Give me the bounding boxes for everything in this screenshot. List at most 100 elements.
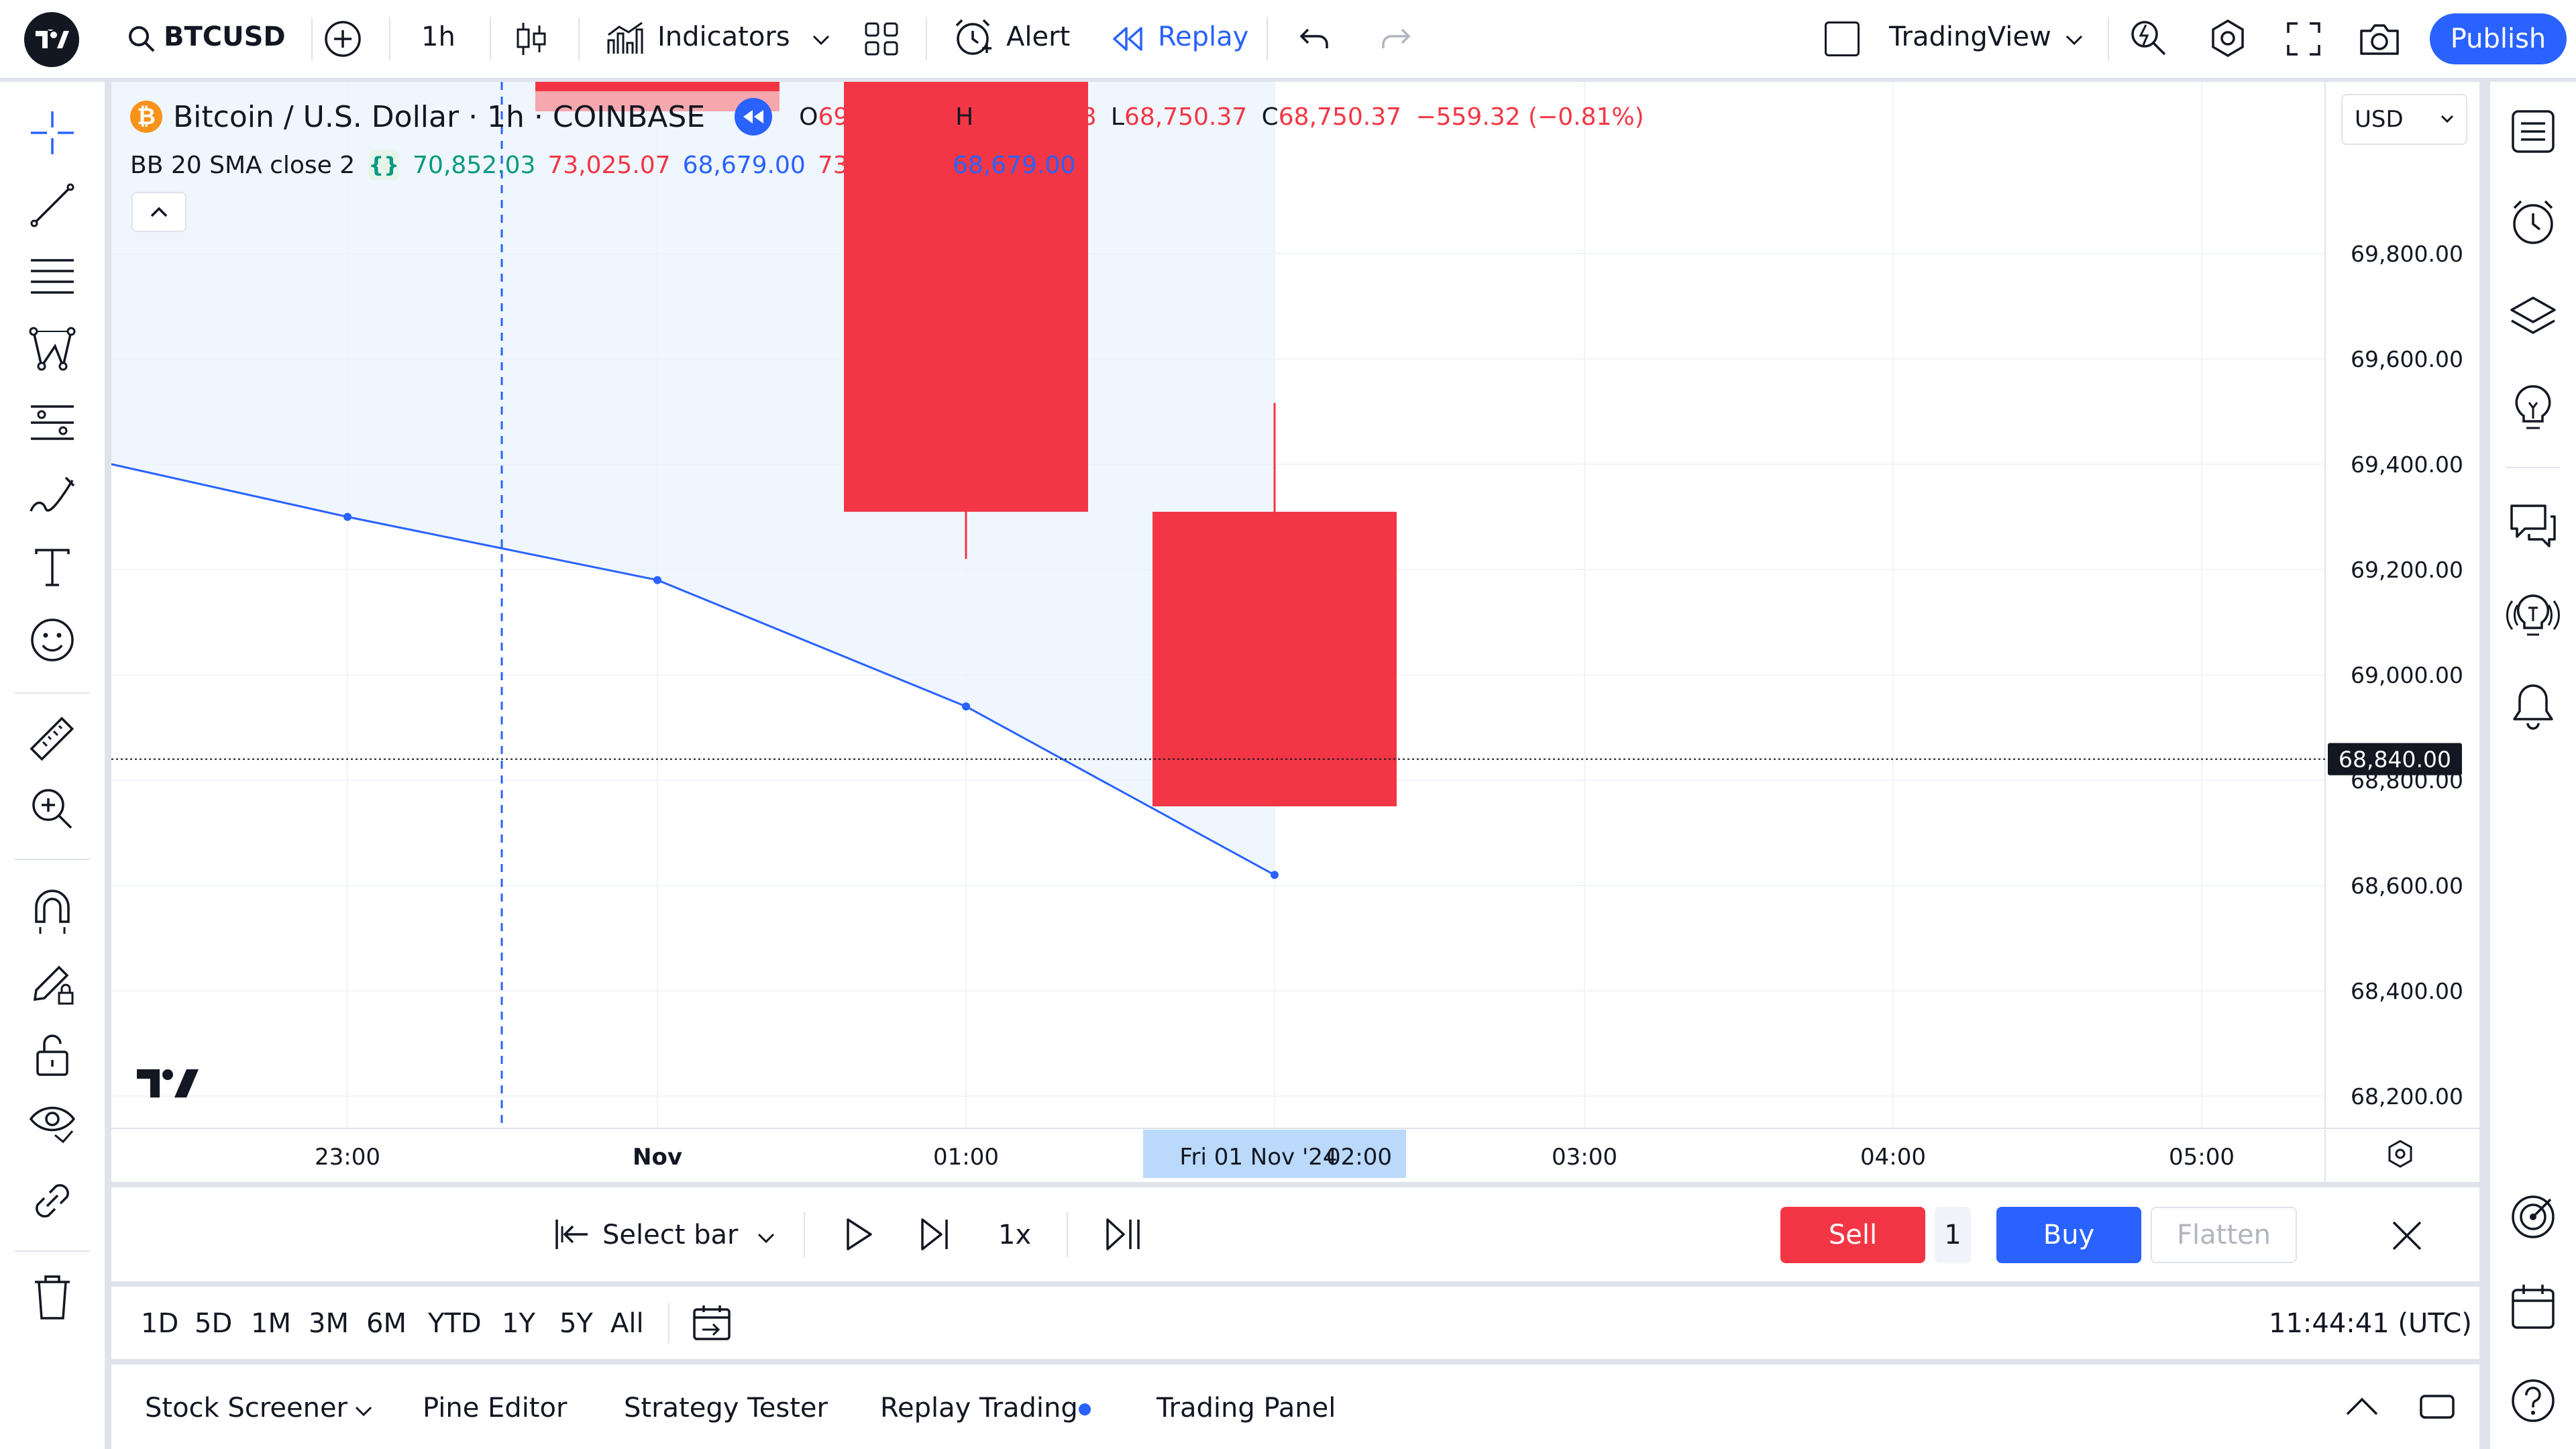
link-icon[interactable] xyxy=(20,1169,85,1233)
flatten-button[interactable]: Flatten xyxy=(2151,1207,2297,1263)
alerts-clock-icon[interactable] xyxy=(2501,191,2565,255)
help-icon[interactable] xyxy=(2501,1368,2565,1433)
crosshair-icon[interactable] xyxy=(20,101,85,165)
target-icon[interactable] xyxy=(2501,1185,2565,1249)
chart-settings-icon[interactable] xyxy=(2381,1135,2419,1173)
collapse-legend-button[interactable] xyxy=(131,192,186,232)
close-replay-icon[interactable] xyxy=(2385,1214,2428,1257)
drawing-toolbar xyxy=(0,82,105,1449)
ruler-icon[interactable] xyxy=(20,707,85,771)
compare-add-icon[interactable] xyxy=(321,19,365,59)
eye-icon[interactable] xyxy=(20,1091,85,1155)
chevron-down-icon[interactable] xyxy=(808,27,835,54)
maximize-panel-icon[interactable] xyxy=(2415,1385,2459,1429)
range-1m[interactable]: 1M xyxy=(251,1308,291,1339)
quantity-field[interactable]: 1 xyxy=(1935,1207,1971,1263)
interval-button[interactable]: 1h xyxy=(421,21,455,52)
layouts-grid-icon[interactable] xyxy=(861,19,902,59)
chevron-up-icon[interactable] xyxy=(2340,1385,2384,1429)
range-ytd[interactable]: YTD xyxy=(428,1308,482,1339)
lock-drawing-icon[interactable] xyxy=(20,951,85,1016)
fullscreen-icon[interactable] xyxy=(2282,17,2325,60)
tab-strategy-tester[interactable]: Strategy Tester xyxy=(624,1393,828,1424)
indicator-name[interactable]: BB 20 SMA close 2 xyxy=(130,151,356,179)
alert-button[interactable]: Alert xyxy=(1006,21,1071,52)
price-chart[interactable]: 69,800.00 69,600.00 69,400.00 69,200.00 69,0… xyxy=(111,82,2479,1182)
pine-source-icon[interactable]: {} xyxy=(368,150,400,180)
replay-mode-icon[interactable] xyxy=(735,98,773,136)
last-price-label: 68,840.00 xyxy=(2339,747,2451,773)
range-1d[interactable]: 1D xyxy=(141,1308,179,1339)
go-to-date-icon[interactable] xyxy=(690,1301,734,1344)
zoom-in-icon[interactable] xyxy=(20,777,85,841)
magnet-icon[interactable] xyxy=(20,880,85,945)
chevron-down-icon[interactable] xyxy=(350,1398,377,1425)
utc-clock[interactable]: 11:44:41 (UTC) xyxy=(2269,1308,2472,1339)
notifications-bell-icon[interactable] xyxy=(2501,674,2565,738)
brush-icon[interactable] xyxy=(20,463,85,527)
tradingview-logo[interactable] xyxy=(24,12,79,67)
emoji-icon[interactable] xyxy=(20,608,85,672)
undo-icon[interactable] xyxy=(1296,21,1334,56)
range-5d[interactable]: 5D xyxy=(195,1308,233,1339)
bb-basis-value: 70,852.03 xyxy=(413,151,536,179)
chart-pane[interactable]: 69,800.00 69,600.00 69,400.00 69,200.00 69,0… xyxy=(111,82,2479,1182)
redo-icon[interactable] xyxy=(1377,21,1414,56)
sell-button[interactable]: Sell xyxy=(1780,1207,1925,1263)
high-value: 69,516.38 xyxy=(973,103,1097,131)
trend-line-icon[interactable] xyxy=(20,173,85,237)
unlock-icon[interactable] xyxy=(20,1022,85,1087)
range-6m[interactable]: 6M xyxy=(366,1308,407,1339)
replay-button[interactable]: Replay xyxy=(1158,21,1249,52)
replay-icon[interactable] xyxy=(1110,23,1144,55)
range-all[interactable]: All xyxy=(610,1308,644,1339)
candles-icon[interactable] xyxy=(510,17,553,60)
watchlist-icon[interactable] xyxy=(2501,99,2565,164)
indicators-button[interactable]: Indicators xyxy=(657,21,790,52)
tab-stock-screener[interactable]: Stock Screener xyxy=(145,1393,347,1424)
calendar-icon[interactable] xyxy=(2501,1275,2565,1339)
fib-retracement-icon[interactable] xyxy=(20,246,85,310)
select-bar-icon[interactable] xyxy=(550,1213,593,1256)
crosshair-time-badge xyxy=(1143,1130,1406,1178)
layout-checkbox-icon[interactable] xyxy=(1825,21,1860,56)
select-bar-button[interactable]: Select bar xyxy=(602,1220,739,1250)
tab-replay-trading[interactable]: Replay Trading xyxy=(880,1393,1078,1424)
forecast-tools-icon[interactable] xyxy=(20,390,85,455)
quick-search-icon[interactable] xyxy=(2127,16,2171,60)
last-price-badge xyxy=(2328,743,2462,775)
tab-pine-editor[interactable]: Pine Editor xyxy=(423,1393,568,1424)
settings-hexagon-icon[interactable] xyxy=(2206,16,2250,60)
symbol-title[interactable]: Bitcoin / U.S. Dollar · 1h · COINBASE xyxy=(173,99,706,134)
text-tool-icon[interactable] xyxy=(20,535,85,600)
time-axis-label: 01:00 xyxy=(933,1144,999,1171)
replay-speed-button[interactable]: 1x xyxy=(998,1220,1032,1250)
range-3m[interactable]: 3M xyxy=(309,1308,349,1339)
publish-button[interactable]: Publish xyxy=(2430,13,2567,64)
layout-name-button[interactable]: TradingView xyxy=(1889,21,2051,52)
trash-icon[interactable] xyxy=(20,1265,85,1330)
alert-clock-icon[interactable] xyxy=(951,16,996,60)
chat-icon[interactable] xyxy=(2501,492,2565,557)
indicator-legend[interactable]: BB 20 SMA close 2 {} 70,852.03 73,025.07… xyxy=(130,146,1075,184)
range-1y[interactable]: 1Y xyxy=(502,1308,535,1339)
ideas-bulb-icon[interactable] xyxy=(2501,376,2565,440)
range-5y[interactable]: 5Y xyxy=(559,1308,593,1339)
camera-icon[interactable] xyxy=(2356,17,2403,60)
indicators-icon[interactable] xyxy=(604,17,647,60)
symbol-legend[interactable]: ₿ Bitcoin / U.S. Dollar · 1h · COINBASE … xyxy=(130,97,1644,137)
buy-button[interactable]: Buy xyxy=(1996,1207,2141,1263)
symbol-search-button[interactable]: BTCUSD xyxy=(164,21,286,52)
currency-select[interactable]: USD xyxy=(2341,94,2467,145)
streams-icon[interactable] xyxy=(2501,584,2565,648)
pattern-icon[interactable] xyxy=(20,318,85,382)
bb-upper-value-2: 73,025.07 xyxy=(817,151,941,179)
layers-icon[interactable] xyxy=(2501,284,2565,349)
search-icon[interactable] xyxy=(125,20,158,58)
chevron-down-icon[interactable] xyxy=(753,1225,780,1252)
tab-trading-panel[interactable]: Trading Panel xyxy=(1157,1393,1336,1424)
chevron-down-icon[interactable] xyxy=(2061,27,2088,54)
jump-to-realtime-icon[interactable] xyxy=(1100,1213,1147,1256)
play-icon[interactable] xyxy=(837,1213,880,1256)
step-forward-icon[interactable] xyxy=(914,1213,957,1256)
